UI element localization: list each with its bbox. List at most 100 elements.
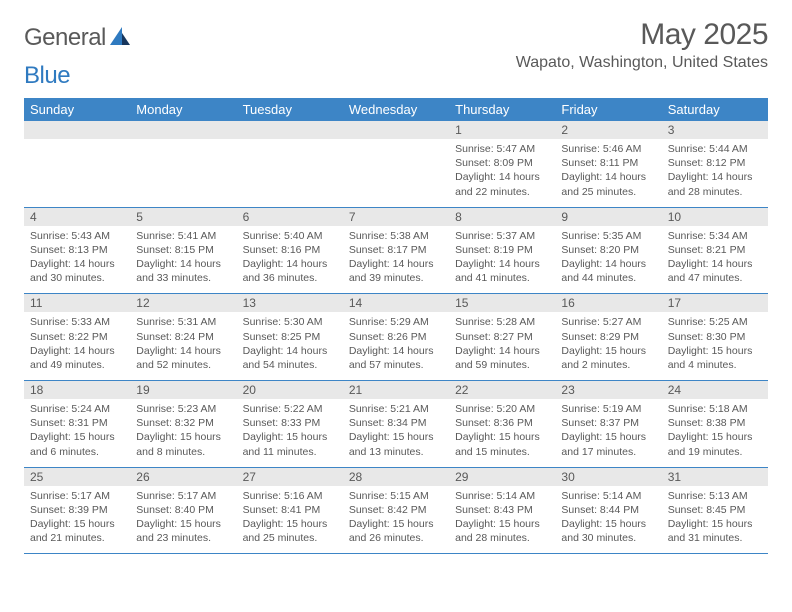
sunrise-line: Sunrise: 5:38 AM <box>349 229 443 243</box>
day-number: 7 <box>343 208 449 226</box>
day-number: 8 <box>449 208 555 226</box>
sunrise-line: Sunrise: 5:28 AM <box>455 315 549 329</box>
sunset-line: Sunset: 8:38 PM <box>668 416 762 430</box>
month-title: May 2025 <box>516 18 768 52</box>
day-header: Tuesday <box>237 98 343 121</box>
daylight-line: Daylight: 15 hours and 4 minutes. <box>668 344 762 372</box>
sunset-line: Sunset: 8:36 PM <box>455 416 549 430</box>
daylight-line: Daylight: 15 hours and 25 minutes. <box>243 517 337 545</box>
sunrise-line: Sunrise: 5:25 AM <box>668 315 762 329</box>
day-info: Sunrise: 5:29 AMSunset: 8:26 PMDaylight:… <box>343 312 449 380</box>
day-number: 11 <box>24 294 130 312</box>
day-number: 25 <box>24 468 130 486</box>
sunset-line: Sunset: 8:30 PM <box>668 330 762 344</box>
daylight-line: Daylight: 15 hours and 19 minutes. <box>668 430 762 458</box>
daylight-line: Daylight: 15 hours and 2 minutes. <box>561 344 655 372</box>
day-info: Sunrise: 5:43 AMSunset: 8:13 PMDaylight:… <box>24 226 130 294</box>
sunrise-line: Sunrise: 5:29 AM <box>349 315 443 329</box>
sunset-line: Sunset: 8:24 PM <box>136 330 230 344</box>
daylight-line: Daylight: 15 hours and 17 minutes. <box>561 430 655 458</box>
day-number: 24 <box>662 381 768 399</box>
day-number: 9 <box>555 208 661 226</box>
calendar-cell <box>343 121 449 207</box>
calendar-week: 11Sunrise: 5:33 AMSunset: 8:22 PMDayligh… <box>24 294 768 381</box>
calendar-body: 1Sunrise: 5:47 AMSunset: 8:09 PMDaylight… <box>24 121 768 554</box>
calendar-cell: 25Sunrise: 5:17 AMSunset: 8:39 PMDayligh… <box>24 467 130 554</box>
sunrise-line: Sunrise: 5:46 AM <box>561 142 655 156</box>
day-header: Sunday <box>24 98 130 121</box>
sunset-line: Sunset: 8:27 PM <box>455 330 549 344</box>
daylight-line: Daylight: 14 hours and 22 minutes. <box>455 170 549 198</box>
daylight-line: Daylight: 15 hours and 11 minutes. <box>243 430 337 458</box>
day-info: Sunrise: 5:27 AMSunset: 8:29 PMDaylight:… <box>555 312 661 380</box>
sunset-line: Sunset: 8:09 PM <box>455 156 549 170</box>
daylight-line: Daylight: 15 hours and 21 minutes. <box>30 517 124 545</box>
daylight-line: Daylight: 15 hours and 15 minutes. <box>455 430 549 458</box>
day-info-empty <box>24 139 130 164</box>
calendar-cell: 6Sunrise: 5:40 AMSunset: 8:16 PMDaylight… <box>237 207 343 294</box>
daylight-line: Daylight: 14 hours and 52 minutes. <box>136 344 230 372</box>
calendar-cell: 21Sunrise: 5:21 AMSunset: 8:34 PMDayligh… <box>343 381 449 468</box>
daylight-line: Daylight: 14 hours and 47 minutes. <box>668 257 762 285</box>
daylight-line: Daylight: 14 hours and 39 minutes. <box>349 257 443 285</box>
sunset-line: Sunset: 8:32 PM <box>136 416 230 430</box>
sunset-line: Sunset: 8:25 PM <box>243 330 337 344</box>
calendar-cell: 3Sunrise: 5:44 AMSunset: 8:12 PMDaylight… <box>662 121 768 207</box>
day-info: Sunrise: 5:47 AMSunset: 8:09 PMDaylight:… <box>449 139 555 207</box>
day-number: 18 <box>24 381 130 399</box>
calendar-cell: 22Sunrise: 5:20 AMSunset: 8:36 PMDayligh… <box>449 381 555 468</box>
day-number: 29 <box>449 468 555 486</box>
sunset-line: Sunset: 8:20 PM <box>561 243 655 257</box>
sunset-line: Sunset: 8:21 PM <box>668 243 762 257</box>
day-info: Sunrise: 5:35 AMSunset: 8:20 PMDaylight:… <box>555 226 661 294</box>
calendar-cell: 7Sunrise: 5:38 AMSunset: 8:17 PMDaylight… <box>343 207 449 294</box>
sunset-line: Sunset: 8:42 PM <box>349 503 443 517</box>
day-info: Sunrise: 5:31 AMSunset: 8:24 PMDaylight:… <box>130 312 236 380</box>
calendar-cell: 5Sunrise: 5:41 AMSunset: 8:15 PMDaylight… <box>130 207 236 294</box>
daylight-line: Daylight: 14 hours and 44 minutes. <box>561 257 655 285</box>
sunrise-line: Sunrise: 5:22 AM <box>243 402 337 416</box>
day-number <box>130 121 236 139</box>
day-info: Sunrise: 5:18 AMSunset: 8:38 PMDaylight:… <box>662 399 768 467</box>
sunrise-line: Sunrise: 5:19 AM <box>561 402 655 416</box>
calendar-cell: 15Sunrise: 5:28 AMSunset: 8:27 PMDayligh… <box>449 294 555 381</box>
sunset-line: Sunset: 8:33 PM <box>243 416 337 430</box>
daylight-line: Daylight: 15 hours and 13 minutes. <box>349 430 443 458</box>
daylight-line: Daylight: 14 hours and 28 minutes. <box>668 170 762 198</box>
calendar-cell: 31Sunrise: 5:13 AMSunset: 8:45 PMDayligh… <box>662 467 768 554</box>
calendar-page: General May 2025 Wapato, Washington, Uni… <box>0 0 792 554</box>
sunset-line: Sunset: 8:37 PM <box>561 416 655 430</box>
daylight-line: Daylight: 14 hours and 25 minutes. <box>561 170 655 198</box>
day-number: 30 <box>555 468 661 486</box>
sunrise-line: Sunrise: 5:34 AM <box>668 229 762 243</box>
calendar-cell: 16Sunrise: 5:27 AMSunset: 8:29 PMDayligh… <box>555 294 661 381</box>
day-number: 19 <box>130 381 236 399</box>
calendar-cell: 24Sunrise: 5:18 AMSunset: 8:38 PMDayligh… <box>662 381 768 468</box>
calendar-cell: 11Sunrise: 5:33 AMSunset: 8:22 PMDayligh… <box>24 294 130 381</box>
day-number: 10 <box>662 208 768 226</box>
sunset-line: Sunset: 8:19 PM <box>455 243 549 257</box>
day-info: Sunrise: 5:44 AMSunset: 8:12 PMDaylight:… <box>662 139 768 207</box>
day-info: Sunrise: 5:13 AMSunset: 8:45 PMDaylight:… <box>662 486 768 554</box>
day-number: 3 <box>662 121 768 139</box>
day-info: Sunrise: 5:17 AMSunset: 8:40 PMDaylight:… <box>130 486 236 554</box>
day-number: 16 <box>555 294 661 312</box>
sunset-line: Sunset: 8:45 PM <box>668 503 762 517</box>
day-info: Sunrise: 5:46 AMSunset: 8:11 PMDaylight:… <box>555 139 661 207</box>
day-info: Sunrise: 5:30 AMSunset: 8:25 PMDaylight:… <box>237 312 343 380</box>
day-number: 27 <box>237 468 343 486</box>
day-info: Sunrise: 5:40 AMSunset: 8:16 PMDaylight:… <box>237 226 343 294</box>
calendar-cell: 27Sunrise: 5:16 AMSunset: 8:41 PMDayligh… <box>237 467 343 554</box>
calendar-cell: 10 Sunrise: 5:34 AMSunset: 8:21 PMDayligh… <box>662 207 768 294</box>
day-number: 5 <box>130 208 236 226</box>
day-header: Saturday <box>662 98 768 121</box>
sunrise-line: Sunrise: 5:33 AM <box>30 315 124 329</box>
daylight-line: Daylight: 15 hours and 6 minutes. <box>30 430 124 458</box>
day-header: Monday <box>130 98 236 121</box>
calendar-cell: 9Sunrise: 5:35 AMSunset: 8:20 PMDaylight… <box>555 207 661 294</box>
day-number: 31 <box>662 468 768 486</box>
day-number: 12 <box>130 294 236 312</box>
calendar-cell: 8Sunrise: 5:37 AMSunset: 8:19 PMDaylight… <box>449 207 555 294</box>
day-info: Sunrise: 5:16 AMSunset: 8:41 PMDaylight:… <box>237 486 343 554</box>
day-number: 17 <box>662 294 768 312</box>
